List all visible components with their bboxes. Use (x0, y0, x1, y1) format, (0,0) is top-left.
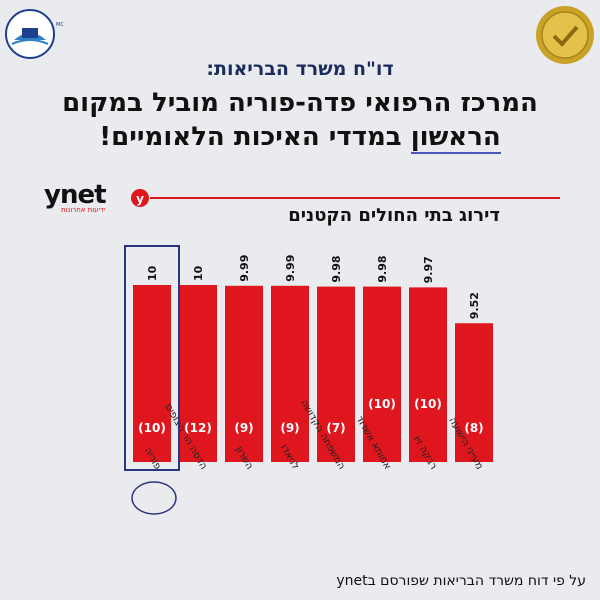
bar-value-label-3: 9.99 (238, 255, 251, 282)
source-note: על פי דוח משרד הבריאות שפורסם בynet (336, 573, 586, 589)
ynet-badge-letter: y (136, 192, 144, 206)
headline: המרכז הרפואי פדה-פוריה מוביל במקום הראשו… (20, 86, 580, 154)
bar-value-label-2: 10 (192, 265, 205, 281)
bar-inner-label-2: (12) (184, 421, 212, 435)
bar-8 (455, 323, 493, 462)
bar-inner-label-5: (7) (326, 421, 345, 435)
bar-value-label-5: 9.98 (330, 255, 343, 282)
bar-value-label-6: 9.98 (376, 255, 389, 282)
accreditation-seal-icon (536, 6, 594, 64)
bar-4 (271, 285, 309, 462)
ynet-badge-icon (131, 189, 149, 207)
headline-underlined-word: הראשון (410, 122, 501, 154)
report-subtitle: דו"ח משרד הבריאות: (206, 58, 394, 80)
bar-3 (225, 285, 263, 462)
headline-line-2-rest: במדדי האיכות הלאומיים! (99, 122, 411, 152)
headline-line-1: המרכז הרפואי פדה-פוריה מוביל במקום (62, 88, 538, 118)
highlight-box (124, 245, 180, 471)
header-divider: y (131, 189, 560, 207)
bar-5 (317, 286, 355, 462)
bar-value-label-4: 9.99 (284, 255, 297, 282)
bar-inner-label-7: (10) (414, 397, 442, 411)
bar-6 (363, 286, 401, 462)
ynet-logo: ynet ידיעות אחרונות (44, 180, 107, 214)
hospital-logo-icon: MC (5, 9, 64, 59)
bar-inner-label-1: (10) (138, 421, 166, 435)
bar-inner-label-3: (9) (234, 421, 253, 435)
headline-line-2: הראשון במדדי האיכות הלאומיים! (20, 120, 580, 154)
highlight-circle (131, 481, 177, 515)
bar-inner-label-6: (10) (368, 397, 396, 411)
chart-title: דירוג בתי החולים הקטנים (288, 205, 500, 226)
bar-value-label-1: 10 (146, 265, 159, 281)
bar-inner-label-8: (8) (464, 421, 483, 435)
ynet-tagline: ידיעות אחרונות (61, 206, 106, 214)
bar-2 (179, 285, 217, 462)
svg-text:MC: MC (56, 22, 64, 28)
bar-7 (409, 287, 447, 462)
bar-value-label-7: 9.97 (422, 256, 435, 283)
bar-value-label-8: 9.52 (468, 292, 481, 319)
ynet-logo-text: ynet (44, 180, 107, 210)
bar-inner-label-4: (9) (280, 421, 299, 435)
bar-1 (133, 285, 171, 462)
